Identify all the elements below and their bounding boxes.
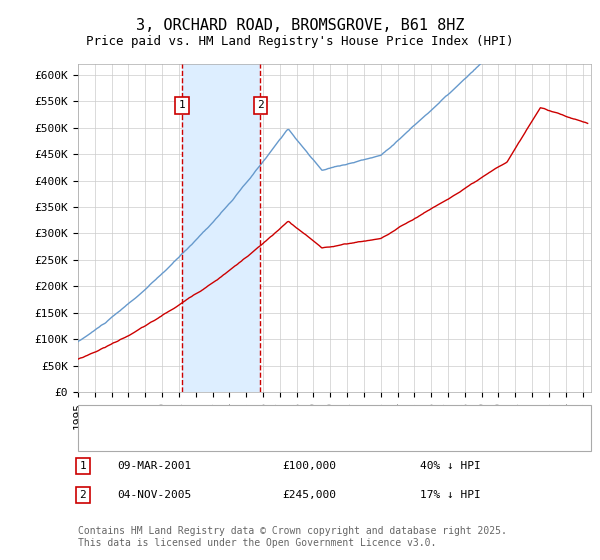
Text: £245,000: £245,000 [282, 490, 336, 500]
Text: 17% ↓ HPI: 17% ↓ HPI [420, 490, 481, 500]
Text: Contains HM Land Registry data © Crown copyright and database right 2025.
This d: Contains HM Land Registry data © Crown c… [78, 526, 507, 548]
Text: 1: 1 [179, 100, 185, 110]
Text: 40% ↓ HPI: 40% ↓ HPI [420, 461, 481, 471]
Text: 1: 1 [79, 461, 86, 471]
Text: 2: 2 [257, 100, 264, 110]
Text: 04-NOV-2005: 04-NOV-2005 [117, 490, 191, 500]
Text: HPI: Average price, detached house, Bromsgrove: HPI: Average price, detached house, Brom… [119, 433, 430, 444]
Text: £100,000: £100,000 [282, 461, 336, 471]
Bar [182, 64, 260, 392]
Text: 09-MAR-2001: 09-MAR-2001 [117, 461, 191, 471]
Text: 3, ORCHARD ROAD, BROMSGROVE, B61 8HZ: 3, ORCHARD ROAD, BROMSGROVE, B61 8HZ [136, 18, 464, 33]
Text: Price paid vs. HM Land Registry's House Price Index (HPI): Price paid vs. HM Land Registry's House … [86, 35, 514, 48]
Text: 3, ORCHARD ROAD, BROMSGROVE, B61 8HZ (detached house): 3, ORCHARD ROAD, BROMSGROVE, B61 8HZ (de… [119, 412, 476, 422]
Text: 2: 2 [79, 490, 86, 500]
